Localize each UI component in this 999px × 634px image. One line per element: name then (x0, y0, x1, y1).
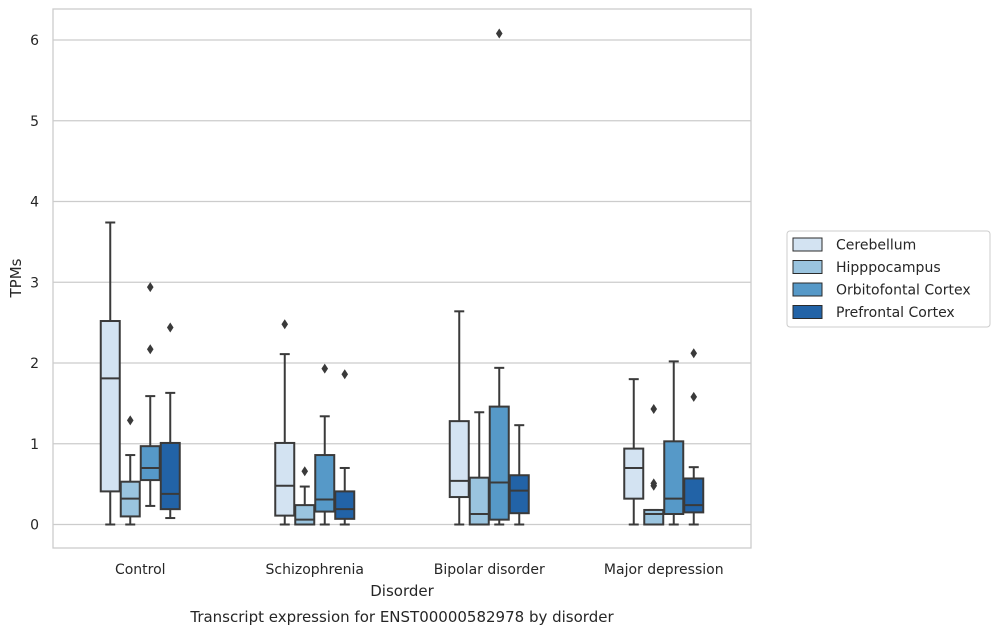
chart-caption: Transcript expression for ENST0000058297… (189, 608, 614, 626)
box-body (508, 474, 530, 515)
box-0-2 (139, 282, 161, 507)
box-body (488, 405, 510, 521)
box-2-3 (508, 424, 530, 526)
box-2-1 (468, 411, 490, 526)
box-body (274, 441, 296, 517)
y-tick-label: 2 (30, 356, 39, 372)
outlier-point (146, 344, 154, 355)
outlier-point (321, 363, 329, 374)
box-body (314, 454, 336, 513)
legend-item: Cerebellum (792, 237, 916, 254)
outlier-point (166, 322, 174, 333)
box-3-2 (663, 360, 685, 526)
y-axis-ticks: 0 1 2 3 4 5 6 (30, 33, 39, 534)
outlier-point (650, 478, 658, 489)
outlier-point (690, 391, 698, 402)
box-0-0 (99, 221, 121, 526)
box-body (294, 504, 316, 526)
box-1-3 (334, 369, 356, 526)
box-body (643, 508, 665, 526)
y-tick-label: 4 (30, 195, 39, 211)
box-body (139, 445, 161, 482)
y-tick-label: 5 (30, 114, 39, 130)
box-2-2 (488, 28, 510, 526)
x-axis-ticks: Control Schizophrenia Bipolar disorder Majo… (115, 562, 724, 578)
box-body (663, 440, 685, 516)
x-tick-label: Schizophrenia (266, 562, 364, 578)
legend-label: Cerebellum (836, 238, 916, 254)
box-body (623, 447, 645, 500)
x-tick-label: Major depression (604, 562, 724, 578)
box-1-2 (314, 363, 336, 526)
y-tick-label: 6 (30, 33, 39, 49)
box-3-1 (643, 404, 665, 526)
box-1-1 (294, 466, 316, 526)
box-body (468, 476, 490, 526)
y-axis-label: TPMs (7, 258, 25, 298)
legend-item: Orbitofontal Cortex (792, 282, 971, 299)
box-3-0 (623, 378, 645, 526)
outlier-point (146, 282, 154, 293)
plot-frame (52, 8, 752, 549)
box-0-1 (119, 415, 141, 526)
outlier-point (281, 319, 289, 330)
legend-label: Orbitofontal Cortex (836, 283, 971, 299)
y-tick-label: 0 (30, 518, 39, 534)
legend-swatch (792, 237, 823, 252)
outlier-point (690, 348, 698, 359)
legend-swatch (792, 282, 823, 297)
legend-swatch (792, 305, 823, 319)
boxes (99, 28, 705, 526)
outlier-point (341, 369, 349, 380)
y-tick-label: 3 (30, 275, 39, 291)
box-body (334, 490, 356, 520)
x-axis-label: Disorder (370, 582, 434, 600)
outlier-point (126, 415, 134, 426)
box-0-3 (159, 322, 181, 520)
legend-item: Prefrontal Cortex (792, 305, 955, 321)
legend-label: Hipppocampus (836, 260, 941, 276)
box-3-3 (683, 348, 705, 526)
outlier-point (650, 404, 658, 415)
y-tick-label: 1 (30, 437, 39, 453)
outlier-point (495, 28, 503, 39)
legend-label: Prefrontal Cortex (836, 305, 955, 321)
legend-swatch (792, 260, 823, 274)
box-body (683, 477, 705, 514)
outlier-point (301, 466, 309, 477)
box-body (159, 441, 181, 511)
legend-frame (786, 230, 991, 328)
box-2-0 (448, 310, 470, 526)
legend-item: Hipppocampus (792, 260, 941, 276)
x-tick-label: Control (115, 562, 166, 578)
box-body (448, 420, 470, 499)
legend: Cerebellum Hipppocampus Orbitofontal Corte… (786, 230, 991, 328)
box-body (99, 320, 121, 493)
box-1-0 (274, 319, 296, 526)
x-tick-label: Bipolar disorder (434, 562, 545, 578)
